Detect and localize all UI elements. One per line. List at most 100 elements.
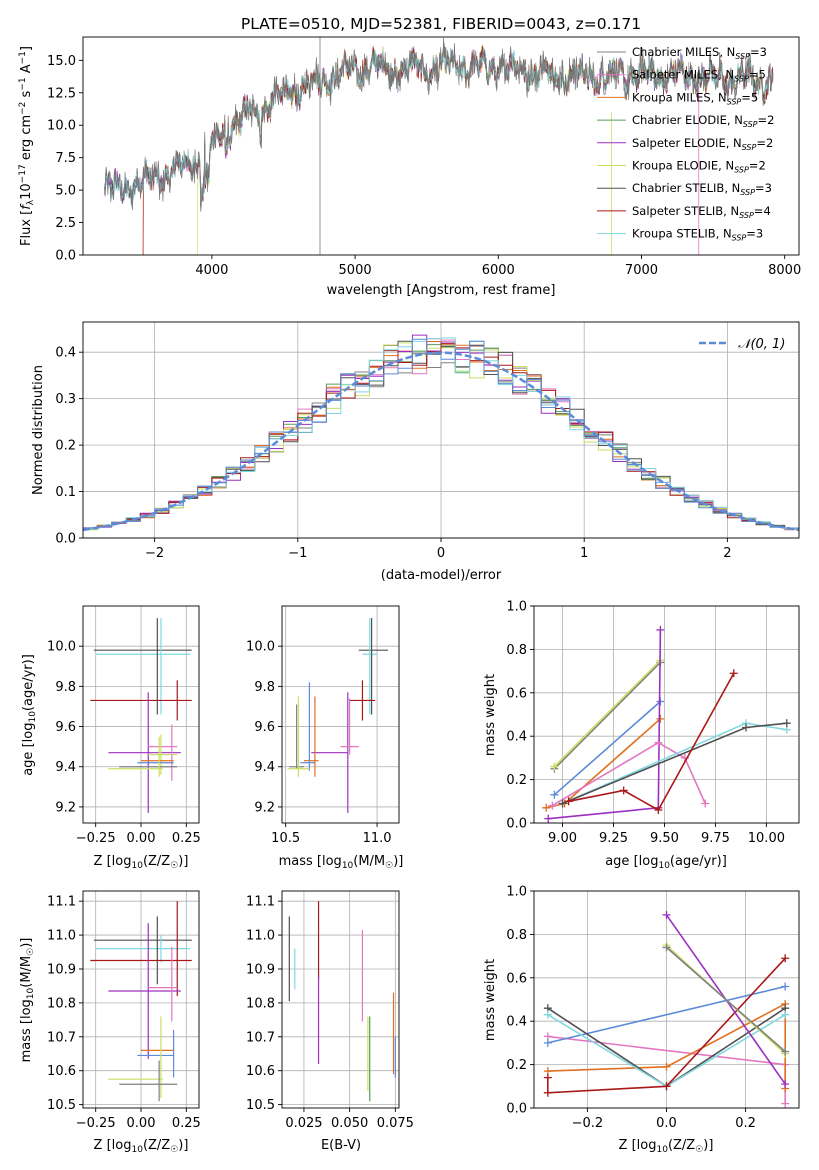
weight-point: [662, 1062, 671, 1071]
weight-point: [543, 1088, 552, 1097]
histogram-series: [83, 337, 799, 530]
age-vs-z-panel: −0.25 0.00 0.25 9.2 9.4 9.6 9.8 10.0 Z [log10(Z…: [21, 605, 201, 871]
residual-ticks: −2 −1 0 1 2 0.0 0.1 0.2 0.3 0.4: [55, 346, 731, 561]
legend-entry: Kroupa STELIB, NSSP=3: [632, 227, 763, 243]
x-axis-label: wavelength [Angstrom, rest frame]: [327, 283, 556, 298]
y-tick-label: 0.0: [506, 817, 527, 832]
x-axis-label: age [log10(age/yr)]: [605, 854, 727, 871]
y-tick-label: 0.3: [55, 392, 76, 407]
x-axis-label: Z [log10(Z/Z☉)]: [619, 1138, 714, 1155]
x-tick-label: 9.75: [701, 831, 730, 846]
y-tick-label: 2.5: [55, 216, 76, 231]
weight-series-line: [568, 672, 735, 812]
spectrum-panel: PLATE=0510, MJD=52381, FIBERID=0043, z=0…: [18, 15, 801, 298]
spectrum-frame: [82, 36, 800, 256]
x-tick-label: −0.25: [76, 1116, 116, 1131]
x-tick-label: 11.0: [363, 831, 392, 846]
y-tick-label: 10.0: [47, 119, 76, 134]
x-tick-label: 4000: [195, 263, 228, 278]
x-tick-label: 9.50: [650, 831, 679, 846]
weight-point: [662, 943, 671, 952]
y-tick-label: 5.0: [55, 184, 76, 199]
y-axis-label: mass weight: [483, 959, 498, 1041]
x-tick-label: 0.00: [127, 831, 156, 846]
weight-point: [781, 954, 790, 963]
weight-point: [542, 803, 551, 812]
legend-entry: Kroupa MILES, NSSP=5: [632, 90, 758, 106]
x-tick-label: 0.2: [735, 1116, 756, 1131]
y-tick-label: 10.8: [246, 996, 275, 1011]
y-tick-label: 9.4: [55, 760, 76, 775]
weight-series-line: [553, 700, 661, 796]
weight-point: [543, 1010, 552, 1019]
weight-point: [548, 801, 557, 810]
weight-series-line: [562, 722, 787, 805]
x-tick-label: 6000: [482, 263, 515, 278]
spectrum-ticks: 4000 5000 6000 7000 8000 0.0 2.5 5.0 7.5 10.0 12.5…: [47, 54, 801, 278]
y-tick-label: 9.6: [55, 720, 76, 735]
y-tick-label: 10.6: [47, 1064, 76, 1079]
weight-point: [782, 719, 791, 728]
weight-point: [781, 1047, 790, 1056]
x-tick-label: 10.00: [748, 831, 785, 846]
normal-legend-label: 𝒩(0, 1): [738, 337, 785, 352]
weight-series-line: [553, 661, 661, 770]
x-tick-label: −0.2: [572, 1116, 604, 1131]
x-tick-label: 9.25: [599, 831, 628, 846]
weight-point: [656, 714, 665, 723]
y-tick-label: 0.4: [506, 730, 527, 745]
y-tick-label: 0.4: [506, 1015, 527, 1030]
chart-title: PLATE=0510, MJD=52381, FIBERID=0043, z=0…: [241, 15, 641, 33]
x-tick-label: 2: [723, 546, 731, 561]
x-tick-label: 1: [580, 546, 588, 561]
x-tick-label: 0.025: [285, 1116, 322, 1131]
weight-series-line: [551, 741, 706, 807]
legend-entry: Chabrier MILES, NSSP=3: [632, 45, 767, 61]
y-axis-label: age [log10(age/yr)]: [21, 654, 38, 776]
y-tick-label: 10.7: [246, 1030, 275, 1045]
weight-series-line: [562, 722, 787, 805]
weight-point: [729, 669, 738, 678]
y-tick-label: 9.4: [254, 760, 275, 775]
y-tick-label: 10.8: [47, 996, 76, 1011]
y-tick-label: 0.0: [55, 532, 76, 547]
y-tick-label: 10.5: [246, 1098, 275, 1113]
weight-point: [742, 723, 750, 732]
y-tick-label: 10.0: [246, 640, 275, 655]
y-axis-label: Flux [fλ10−17 erg cm−2 s−1 A−1]: [18, 46, 36, 246]
y-tick-label: 0.2: [506, 1058, 527, 1073]
y-tick-label: 9.8: [254, 680, 275, 695]
x-tick-label: −1: [288, 546, 307, 561]
mass-vs-z-panel: −0.25 0.00 0.25 10.5 10.6 10.7 10.8 10.9 11.0 11.…: [19, 890, 201, 1155]
weight-point: [781, 982, 790, 991]
y-axis-label: Normed distribution: [31, 365, 46, 495]
weight-point: [654, 805, 663, 814]
x-axis-label: Z [log10(Z/Z☉)]: [94, 854, 189, 871]
y-tick-label: 0.4: [55, 346, 76, 361]
y-tick-label: 9.6: [254, 720, 275, 735]
legend-entry: Chabrier STELIB, NSSP=3: [632, 181, 772, 197]
x-tick-label: 10.5: [271, 831, 300, 846]
y-tick-label: 10.7: [47, 1030, 76, 1045]
weight-series-line: [553, 659, 661, 768]
weight-vs-age-panel: 9.00 9.25 9.50 9.75 10.000.00.20.40.60.81.0 …: [483, 600, 800, 871]
weight-series-line: [547, 1002, 786, 1089]
weight-point: [781, 1080, 790, 1089]
residual-panel: −2 −1 0 1 2 0.0 0.1 0.2 0.3 0.4 𝒩(0, 1) (data-mod…: [31, 321, 800, 583]
legend-entry: Salpeter ELODIE, NSSP=2: [632, 136, 773, 152]
x-tick-label: 7000: [625, 263, 658, 278]
x-tick-label: 0.075: [377, 1116, 414, 1131]
residual-legend: 𝒩(0, 1): [699, 337, 785, 352]
y-tick-label: 0.8: [506, 643, 527, 658]
legend-entry: Chabrier ELODIE, NSSP=2: [632, 113, 774, 129]
histogram-series: [83, 343, 799, 529]
weight-series-line: [547, 957, 786, 1094]
x-tick-label: 0.0: [656, 1116, 677, 1131]
y-axis-label: mass [log10(M/M☉)]: [19, 938, 36, 1063]
weight-point: [543, 1073, 552, 1082]
weight-series-line: [665, 946, 786, 1053]
x-tick-label: 0.25: [172, 1116, 201, 1131]
weight-vs-z-panel: −0.2 0.0 0.2 0.0 0.2 0.4 0.6 0.8 1.0 Z [log10(Z/…: [483, 885, 800, 1155]
y-tick-label: 10.9: [47, 962, 76, 977]
x-axis-label: (data-model)/error: [381, 568, 502, 583]
